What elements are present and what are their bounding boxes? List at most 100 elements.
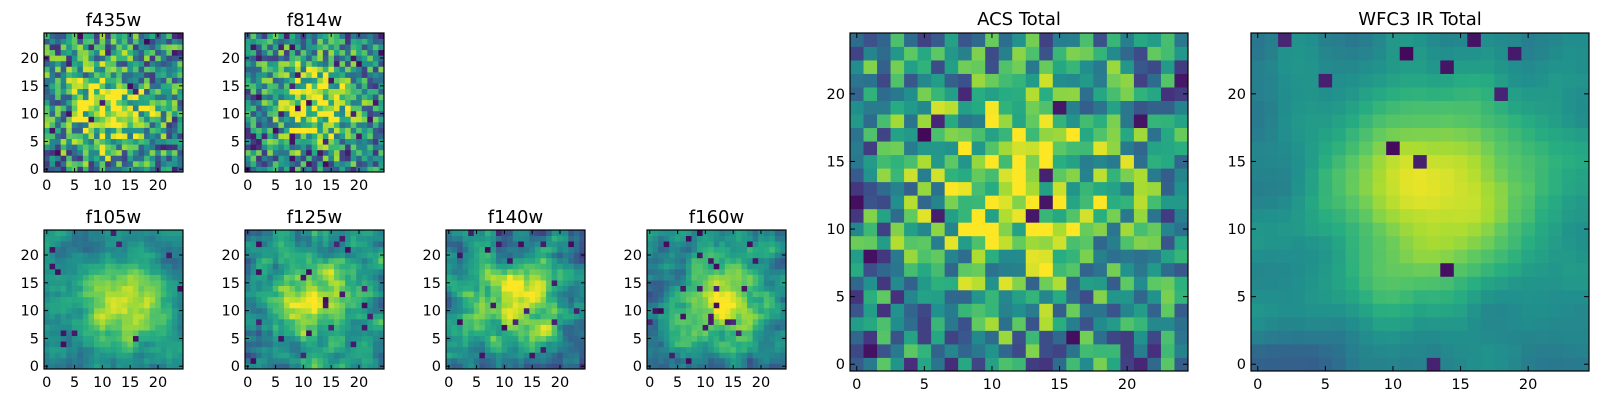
heatmap-cell (724, 291, 731, 298)
heatmap-cell (127, 263, 134, 270)
heatmap-cell (1106, 195, 1121, 210)
heatmap-cell (1278, 222, 1292, 237)
heatmap-cell (144, 166, 151, 173)
heatmap-cell (747, 346, 754, 353)
heatmap-cell (691, 341, 698, 348)
heatmap-cell (713, 302, 720, 309)
heatmap-cell (1012, 249, 1027, 264)
heatmap-cell (256, 127, 263, 134)
heatmap-cell (1039, 100, 1054, 115)
heatmap-cell (1066, 60, 1081, 74)
heatmap-cell (1251, 249, 1265, 264)
heatmap-cell (529, 352, 536, 359)
heatmap-cell (1147, 289, 1162, 304)
heatmap-cell (289, 94, 296, 101)
heatmap-cell (1494, 249, 1509, 264)
heatmap-cell (105, 144, 112, 151)
heatmap-cell (1012, 330, 1027, 345)
heatmap-cell (99, 268, 106, 275)
heatmap-cell (177, 33, 184, 39)
heatmap-cell (562, 235, 569, 242)
heatmap-cell (518, 363, 525, 370)
heatmap-cell (708, 357, 715, 364)
heatmap-cell (562, 252, 569, 259)
heatmap-cell (356, 246, 363, 253)
heatmap-cell (735, 318, 742, 325)
heatmap-cell (160, 49, 167, 56)
heatmap-cell (82, 149, 89, 156)
heatmap-cell (551, 363, 558, 370)
heatmap-cell (1305, 303, 1319, 318)
heatmap-cell (311, 230, 318, 236)
heatmap-cell (1318, 181, 1333, 196)
heatmap-cell (60, 166, 67, 173)
heatmap-cell (171, 302, 178, 309)
heatmap-cell (272, 144, 279, 151)
heatmap-cell (289, 352, 296, 359)
heatmap-cell (82, 33, 89, 39)
heatmap-cell (339, 357, 346, 364)
heatmap-cell (1147, 73, 1162, 88)
heatmap-cell (890, 73, 905, 88)
heatmap-cell (647, 341, 653, 348)
heatmap-cell (289, 121, 296, 128)
heatmap-cell (300, 257, 307, 264)
heatmap-cell (546, 274, 553, 281)
heatmap-cell (361, 116, 368, 123)
heatmap-cell (1359, 235, 1374, 250)
heatmap-cell (663, 241, 670, 248)
heatmap-cell (579, 296, 586, 303)
heatmap-cell (758, 357, 765, 364)
heatmap-cell (551, 302, 558, 309)
heatmap-cell (669, 280, 676, 286)
heatmap-cell (540, 280, 547, 286)
heatmap-cell (1079, 235, 1094, 250)
heatmap-cell (127, 335, 134, 342)
heatmap-cell (99, 44, 106, 51)
heatmap-cell (647, 268, 653, 275)
heatmap-cell (451, 352, 458, 359)
heatmap-cell (1012, 46, 1027, 61)
heatmap-cell (322, 83, 329, 89)
heatmap-cell (350, 274, 357, 281)
heatmap-cell (568, 280, 575, 286)
heatmap-cell (468, 241, 475, 248)
heatmap-cell (1264, 316, 1279, 331)
heatmap-cell (372, 341, 379, 348)
heatmap-cell (741, 307, 748, 314)
heatmap-cell (306, 77, 313, 84)
heatmap-cell (1052, 235, 1067, 250)
heatmap-cell (713, 335, 720, 342)
heatmap-cell (958, 262, 973, 277)
heatmap-cell (105, 268, 112, 275)
heatmap-cell (132, 149, 139, 156)
heatmap-cell (49, 105, 56, 112)
heatmap-cell (647, 357, 653, 364)
heatmap-cell (322, 280, 329, 286)
heatmap-cell (289, 83, 296, 89)
heatmap-cell (245, 235, 251, 242)
heatmap-cell (171, 155, 178, 162)
heatmap-cell (105, 330, 112, 337)
heatmap-cell (160, 149, 167, 156)
heatmap-cell (529, 268, 536, 275)
heatmap-cell (177, 77, 184, 84)
heatmap-cell (457, 246, 464, 253)
heatmap-cell (971, 141, 986, 156)
heatmap-cell (295, 357, 301, 364)
heatmap-cell (1291, 357, 1306, 372)
heatmap-cell (863, 127, 878, 142)
heatmap-cell (160, 121, 167, 128)
heatmap-cell (958, 154, 973, 169)
heatmap-cell (1012, 181, 1027, 196)
heatmap-cell (272, 280, 279, 286)
heatmap-cell (267, 94, 274, 101)
panel-title: f435w (86, 10, 141, 31)
heatmap-cell (1534, 343, 1549, 358)
heatmap-cell (256, 257, 263, 264)
heatmap-cell (166, 94, 173, 101)
heatmap-cell (518, 330, 525, 337)
heatmap-cell (261, 160, 268, 167)
heatmap-cell (121, 121, 128, 128)
heatmap-cell (562, 291, 569, 298)
